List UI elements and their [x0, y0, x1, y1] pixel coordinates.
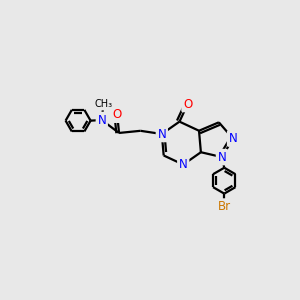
Text: Br: Br [218, 200, 231, 213]
Text: O: O [112, 108, 122, 121]
Text: N: N [229, 132, 237, 145]
Text: N: N [179, 158, 188, 171]
Text: CH₃: CH₃ [94, 99, 112, 109]
Text: N: N [218, 151, 226, 164]
Text: N: N [158, 128, 166, 140]
Text: N: N [98, 113, 106, 127]
Text: O: O [183, 98, 192, 111]
